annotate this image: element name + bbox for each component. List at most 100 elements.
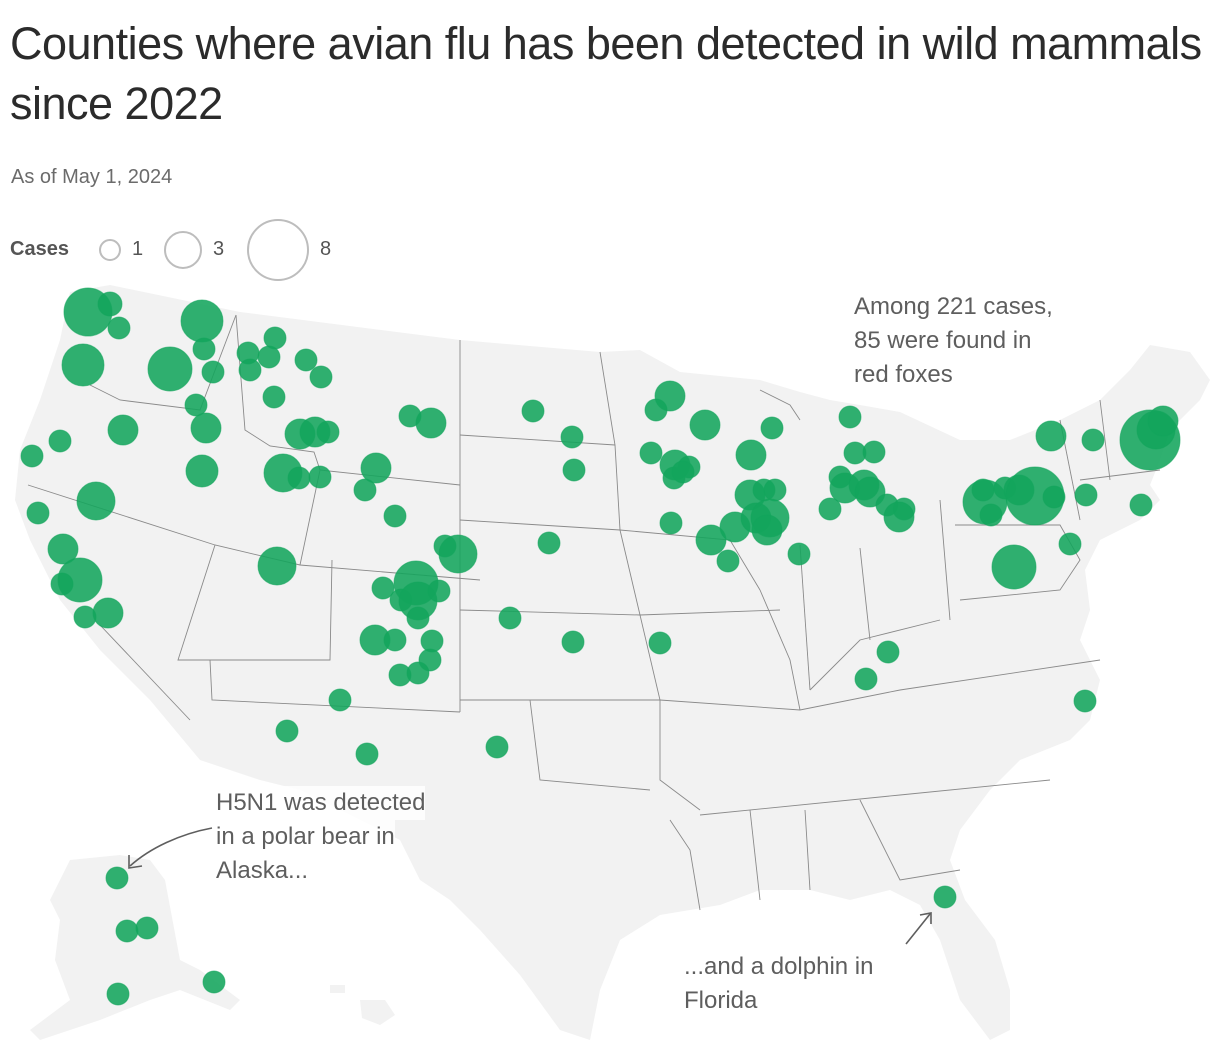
case-circle-ak [106,982,130,1006]
case-circle-mt [415,407,447,439]
annotation-line: Among 221 cases, [854,290,1053,324]
annotation-dolphin: ...and a dolphin in Florida [684,950,874,1018]
legend-circle-1-icon [99,239,121,261]
case-circle-or [185,454,219,488]
legend-value-1: 1 [132,238,144,260]
case-circle-mt [257,345,281,369]
case-circle-id [287,466,311,490]
legend-value-3: 3 [213,238,225,260]
dolphin-arrow-icon [905,913,931,945]
case-circle-mt [316,420,340,444]
case-circle-ak [105,866,129,890]
case-circle-ks [561,630,585,654]
case-circle-mt [294,348,318,372]
case-circles [20,287,1181,1006]
case-circle-wi [760,416,784,440]
case-circle-mn [671,460,695,484]
polar-bear-arrow-icon [129,827,213,867]
case-circle-mt [238,358,262,382]
case-circle-ak [202,970,226,994]
case-circle-ia [695,524,727,556]
case-circle-mi [862,440,886,464]
case-circle-wa [107,316,131,340]
case-circle-ak [135,916,159,940]
case-circle-nm [355,742,379,766]
case-circle-wy [308,465,332,489]
case-circle-ny [979,503,1003,527]
case-circle-ny [1035,420,1067,452]
annotation-line: ...and a dolphin in [684,950,874,984]
case-circle-ks [498,606,522,630]
state-borders [27,314,1161,911]
case-circle-co [406,606,430,630]
case-circle-wa [147,346,193,392]
case-circle-ma [1074,483,1098,507]
case-circle-co [371,576,395,600]
case-circle-tx [485,735,509,759]
case-circle-nd [560,425,584,449]
case-circle-wy [360,452,392,484]
case-circle-vt [1081,428,1105,452]
legend: Cases 1 3 8 [10,218,410,282]
annotation-line: 85 were found in [854,324,1032,358]
case-circle-mt [309,365,333,389]
case-circle-or [48,429,72,453]
case-circle-or [107,414,139,446]
case-circle-nd [521,399,545,423]
case-circle-me [1147,405,1179,437]
case-circle-wa [97,291,123,317]
case-circle-co [427,579,451,603]
chart-title: Counties where avian flu has been detect… [10,18,1202,129]
legend-circle-8-icon [247,219,309,281]
case-circle-ky [854,667,878,691]
case-circle-mt [262,385,286,409]
case-circle-mn [639,441,663,465]
case-circle-mi [818,497,842,521]
case-circle-ia [716,549,740,573]
case-circle-id [190,412,222,444]
case-circle-wy [353,478,377,502]
case-circle-co [383,628,407,652]
case-circle-ut [257,546,297,586]
case-circle-co [438,534,478,574]
case-circle-co [406,661,430,685]
case-circle-wa [180,299,224,343]
case-circle-ca [76,481,116,521]
case-circle-wa [192,337,216,361]
legend-label: Cases [10,238,69,260]
case-circle-ny [971,478,995,502]
case-circle-wy [383,504,407,528]
case-circle-mi [883,501,915,533]
case-circle-ca [47,533,79,565]
case-circle-ne [537,531,561,555]
chart-subtitle: As of May 1, 2024 [11,166,173,188]
annotation-polar-bear: H5N1 was detected in a polar bear in Ala… [216,786,426,888]
case-circle-mn [644,398,668,422]
case-circle-ca [92,597,124,629]
legend-value-8: 8 [320,238,332,260]
case-circle-nj [1058,532,1082,556]
case-circle-ca [26,501,50,525]
annotation-line: Florida [684,984,758,1018]
case-circle-ky [876,640,900,664]
annotation-red-foxes: Among 221 cases, 85 were found in red fo… [854,290,1053,392]
case-circle-il [787,542,811,566]
case-circle-id [201,360,225,384]
case-circle-nc [1073,689,1097,713]
annotation-line: Alaska... [216,854,309,888]
legend-circle-3-icon [164,231,202,269]
case-circle-wi [751,514,783,546]
case-circle-id [184,393,208,417]
case-circle-ca [73,605,97,629]
case-circle-wi [735,439,767,471]
case-circle-ma [1129,493,1153,517]
case-circle-fl [933,885,957,909]
case-circle-ak [115,919,139,943]
case-circle-nm [328,688,352,712]
case-circle-mi [838,405,862,429]
case-circle-wa [61,343,105,387]
case-circle-az [275,719,299,743]
annotation-line: in a polar bear in [216,820,395,854]
case-circle-ca [50,572,74,596]
